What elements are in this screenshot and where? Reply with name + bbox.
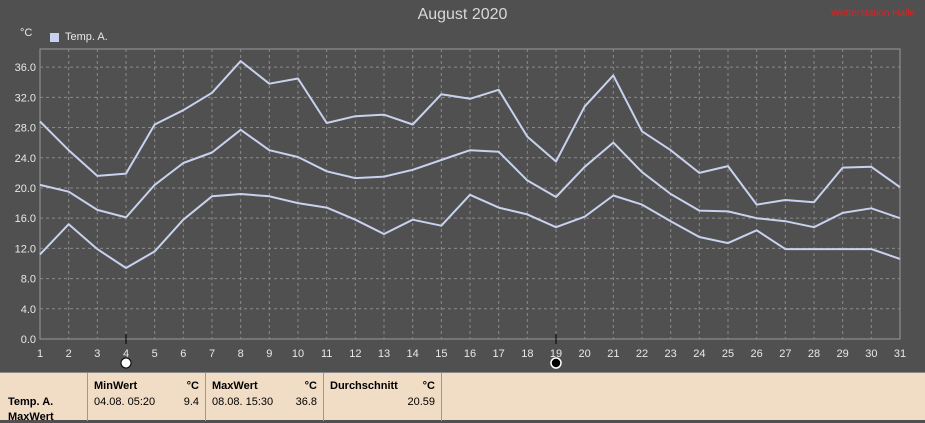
stats-max-unit: °C: [304, 380, 317, 392]
x-tick-label: 22: [636, 348, 648, 360]
x-tick-label: 16: [464, 348, 476, 360]
stats-row-label-max: MaxWert: [8, 411, 54, 423]
y-tick-label: 20.0: [15, 183, 36, 195]
stats-max-column: MaxWert °C 08.08. 15:30 36.8: [206, 373, 324, 421]
x-tick-label: 5: [152, 348, 158, 360]
y-tick-label: 28.0: [15, 123, 36, 135]
y-tick-label: 16.0: [15, 213, 36, 225]
chart-title: August 2020: [417, 6, 508, 23]
x-tick-label: 10: [292, 348, 304, 360]
y-tick-label: 0.0: [21, 334, 36, 346]
x-tick-label: 28: [808, 348, 820, 360]
x-tick-label: 14: [407, 348, 419, 360]
stats-min-unit: °C: [186, 380, 199, 392]
x-tick-label: 17: [493, 348, 505, 360]
stats-min-header: MinWert: [94, 380, 138, 392]
x-tick-label: 23: [665, 348, 677, 360]
x-tick-label: 15: [435, 348, 447, 360]
temperature-chart: 0.04.08.012.016.020.024.028.032.036.01 2 3…: [15, 48, 906, 369]
x-tick-label: 30: [865, 348, 877, 360]
stats-min-datetime: 04.08. 05:20: [94, 396, 156, 408]
stats-avg-header: Durchschnitt: [330, 380, 398, 392]
x-tick-label: 2: [66, 348, 72, 360]
stats-avg-column: Durchschnitt °C 20.59: [324, 373, 442, 421]
y-tick-label: 32.0: [15, 92, 36, 104]
x-tick-label: 8: [238, 348, 244, 360]
x-tick-label: 20: [579, 348, 591, 360]
x-tick-label: 31: [894, 348, 906, 360]
legend-swatch: [50, 33, 59, 42]
x-tick-label: 24: [693, 348, 705, 360]
stats-max-value: 36.8: [295, 396, 317, 408]
series-line-max: [39, 60, 901, 206]
stats-max-datetime: 08.08. 15:30: [212, 396, 274, 408]
max-day-marker: [550, 357, 562, 369]
stats-max-header: MaxWert: [212, 380, 258, 392]
x-tick-label: 3: [94, 348, 100, 360]
x-tick-label: 29: [837, 348, 849, 360]
y-tick-label: 24.0: [15, 153, 36, 165]
x-tick-label: 4: [123, 348, 129, 360]
legend-label: Temp. A.: [65, 31, 108, 43]
x-tick-label: 27: [779, 348, 791, 360]
min-day-marker: [120, 357, 132, 369]
x-tick-label: 26: [751, 348, 763, 360]
x-tick-label: 25: [722, 348, 734, 360]
x-tick-label: 12: [349, 348, 361, 360]
stats-series-label: Temp. A.: [8, 396, 54, 408]
stats-min-column: MinWert °C 04.08. 05:20 9.4: [88, 373, 206, 421]
y-tick-label: 4.0: [21, 304, 36, 316]
x-tick-label: 7: [209, 348, 215, 360]
x-tick-label: 18: [521, 348, 533, 360]
x-tick-label: 9: [266, 348, 272, 360]
x-tick-label: 1: [37, 348, 43, 360]
chart-area: 0.0 4.0 8.0 12.0 16.0 20.0 24.0 28.0 32.0 36.0 1 2 3…: [14, 6, 915, 369]
x-tick-label: 19: [550, 348, 562, 360]
x-tick-label: 21: [607, 348, 619, 360]
y-tick-label: 8.0: [21, 274, 36, 286]
stats-avg-value: 20.59: [407, 396, 435, 408]
y-tick-label: 12.0: [15, 243, 36, 255]
series-line-avg: [39, 128, 901, 229]
series-line-min: [39, 193, 901, 269]
statistics-panel: Temp. A. MaxWert MinWert °C 04.08. 05:20…: [0, 372, 925, 423]
stats-row-header: Temp. A. MaxWert: [0, 373, 88, 423]
x-tick-label: 13: [378, 348, 390, 360]
watermark: Wetterstation Halle: [830, 8, 915, 19]
stats-avg-unit: °C: [422, 380, 435, 392]
x-tick-label: 6: [180, 348, 186, 360]
y-tick-label: 36.0: [15, 62, 36, 74]
x-tick-label: 11: [321, 348, 332, 360]
y-axis-unit-label: °C: [20, 27, 33, 39]
stats-min-value: 9.4: [183, 396, 199, 408]
